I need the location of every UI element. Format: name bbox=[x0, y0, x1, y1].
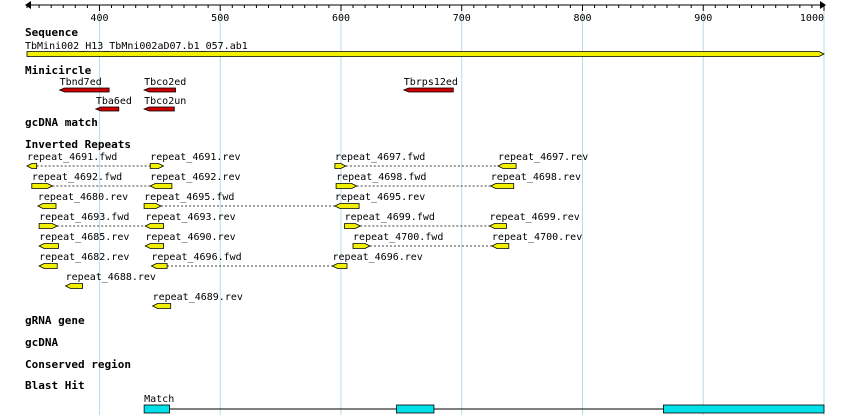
blast-hit-track: Match bbox=[143, 394, 825, 414]
repeat-label: repeat_4698.fwd bbox=[336, 172, 426, 183]
repeat-arrow[interactable] bbox=[64, 283, 83, 289]
blast-hit-block[interactable] bbox=[396, 404, 435, 414]
track-title-conserved-region: Conserved region bbox=[25, 358, 131, 371]
repeat-arrow[interactable] bbox=[151, 303, 172, 309]
repeat-label: repeat_4688.rev bbox=[66, 272, 156, 283]
track-title-grna-gene: gRNA gene bbox=[25, 314, 85, 327]
repeat-arrow[interactable] bbox=[335, 183, 358, 189]
blast-hit-label: Match bbox=[144, 394, 174, 405]
minicircle-feature-label: Tba6ed bbox=[96, 96, 132, 107]
track-title-blast-hit: Blast Hit bbox=[25, 379, 85, 392]
blast-hit-block[interactable] bbox=[143, 404, 170, 414]
track-title-sequence: Sequence bbox=[25, 26, 78, 39]
sequence-bar[interactable] bbox=[26, 51, 825, 57]
repeat-label: repeat_4691.rev bbox=[150, 152, 240, 163]
repeat-label: repeat_4693.rev bbox=[145, 212, 235, 223]
ruler-right-arrow bbox=[820, 1, 826, 9]
ruler-tick-label: 1000 bbox=[800, 13, 824, 24]
repeat-arrow[interactable] bbox=[334, 163, 347, 169]
repeat-arrow[interactable] bbox=[26, 163, 38, 169]
repeat-label: repeat_4691.fwd bbox=[27, 152, 117, 163]
repeat-label: repeat_4699.fwd bbox=[345, 212, 435, 223]
repeat-label: repeat_4697.fwd bbox=[335, 152, 425, 163]
repeat-arrow[interactable] bbox=[143, 203, 162, 209]
repeat-arrow[interactable] bbox=[491, 243, 510, 249]
repeat-arrow[interactable] bbox=[150, 263, 168, 269]
repeat-arrow[interactable] bbox=[489, 183, 515, 189]
minicircle-feature-label: Tbco2un bbox=[144, 96, 186, 107]
minicircle-feature-label: Tbnd7ed bbox=[60, 77, 102, 88]
repeat-label: repeat_4690.rev bbox=[145, 232, 235, 243]
repeat-arrow[interactable] bbox=[149, 163, 165, 169]
track-title-minicircle: Minicircle bbox=[25, 64, 92, 77]
repeat-label: repeat_4680.rev bbox=[38, 192, 128, 203]
repeat-arrow[interactable] bbox=[37, 203, 57, 209]
repeat-label: repeat_4692.fwd bbox=[32, 172, 122, 183]
ruler-tick-label: 800 bbox=[573, 13, 591, 24]
repeat-label: repeat_4689.rev bbox=[153, 292, 243, 303]
repeat-label: repeat_4682.rev bbox=[39, 252, 129, 263]
minicircle-track: Tbnd7ed Tbco2ed Tbrps12ed Tba6ed Tbco2un bbox=[58, 77, 458, 112]
minicircle-feature-arrow[interactable] bbox=[143, 106, 175, 112]
repeat-label: repeat_4695.fwd bbox=[144, 192, 234, 203]
track-title-inverted-repeats: Inverted Repeats bbox=[25, 138, 131, 151]
minicircle-feature-label: Tbrps12ed bbox=[404, 77, 458, 88]
ruler-tick-label: 400 bbox=[90, 13, 108, 24]
minicircle-feature-arrow[interactable] bbox=[94, 106, 120, 112]
repeat-arrow[interactable] bbox=[497, 163, 517, 169]
repeat-label: repeat_4693.fwd bbox=[39, 212, 129, 223]
ruler-left-arrow bbox=[25, 1, 31, 9]
repeat-arrow[interactable] bbox=[38, 243, 59, 249]
track-title-gcdna: gcDNA bbox=[25, 336, 58, 349]
repeat-arrow[interactable] bbox=[149, 183, 173, 189]
repeat-label: repeat_4700.rev bbox=[492, 232, 582, 243]
minicircle-feature-arrow[interactable] bbox=[402, 87, 454, 93]
minicircle-feature-arrow[interactable] bbox=[143, 87, 176, 93]
repeat-label: repeat_4692.rev bbox=[150, 172, 240, 183]
ruler-tick-label: 700 bbox=[453, 13, 471, 24]
blast-hit-block[interactable] bbox=[662, 404, 825, 414]
repeat-arrow[interactable] bbox=[38, 263, 58, 269]
repeat-label: repeat_4698.rev bbox=[491, 172, 581, 183]
repeat-arrow[interactable] bbox=[38, 223, 59, 229]
sequence-name: TbMini002_H13_TbMni002aD07.b1_057.ab1 bbox=[25, 41, 248, 52]
minicircle-feature-label: Tbco2ed bbox=[144, 77, 186, 88]
repeat-arrow[interactable] bbox=[31, 183, 54, 189]
ruler-tick-label: 600 bbox=[332, 13, 350, 24]
ruler-tick-label: 900 bbox=[694, 13, 712, 24]
repeat-arrow[interactable] bbox=[488, 223, 507, 229]
minicircle-feature-arrow[interactable] bbox=[58, 87, 110, 93]
repeat-arrow[interactable] bbox=[352, 243, 371, 249]
repeat-label: repeat_4695.rev bbox=[335, 192, 425, 203]
repeat-label: repeat_4700.fwd bbox=[353, 232, 443, 243]
repeat-label: repeat_4699.rev bbox=[490, 212, 580, 223]
position-ruler: 400 500 600 700 800 900 1000 bbox=[25, 1, 826, 24]
repeat-arrow[interactable] bbox=[144, 223, 164, 229]
sequence-bar-arrow[interactable] bbox=[26, 51, 825, 57]
repeat-arrow[interactable] bbox=[144, 243, 164, 249]
repeat-label: repeat_4697.rev bbox=[498, 152, 588, 163]
ruler-tick-label: 500 bbox=[211, 13, 229, 24]
repeat-arrow[interactable] bbox=[334, 203, 360, 209]
inverted-repeats-track: repeat_4691.fwd repeat_4691.rev repeat_469… bbox=[26, 152, 588, 309]
repeat-arrow[interactable] bbox=[344, 223, 362, 229]
repeat-label: repeat_4685.rev bbox=[39, 232, 129, 243]
track-title-gcdna-match: gcDNA match bbox=[25, 116, 98, 129]
grid-lines bbox=[98, 12, 825, 415]
repeat-label: repeat_4696.fwd bbox=[151, 252, 241, 263]
repeat-label: repeat_4696.rev bbox=[333, 252, 423, 263]
repeat-arrow[interactable] bbox=[331, 263, 348, 269]
